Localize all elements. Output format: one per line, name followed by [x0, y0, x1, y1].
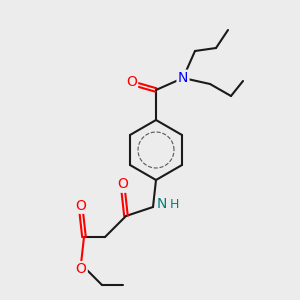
Text: O: O	[76, 262, 86, 276]
Text: O: O	[126, 76, 137, 89]
Text: O: O	[76, 199, 86, 212]
Text: N: N	[178, 71, 188, 85]
Text: H: H	[169, 197, 179, 211]
Text: O: O	[118, 178, 128, 191]
Text: N: N	[157, 197, 167, 211]
